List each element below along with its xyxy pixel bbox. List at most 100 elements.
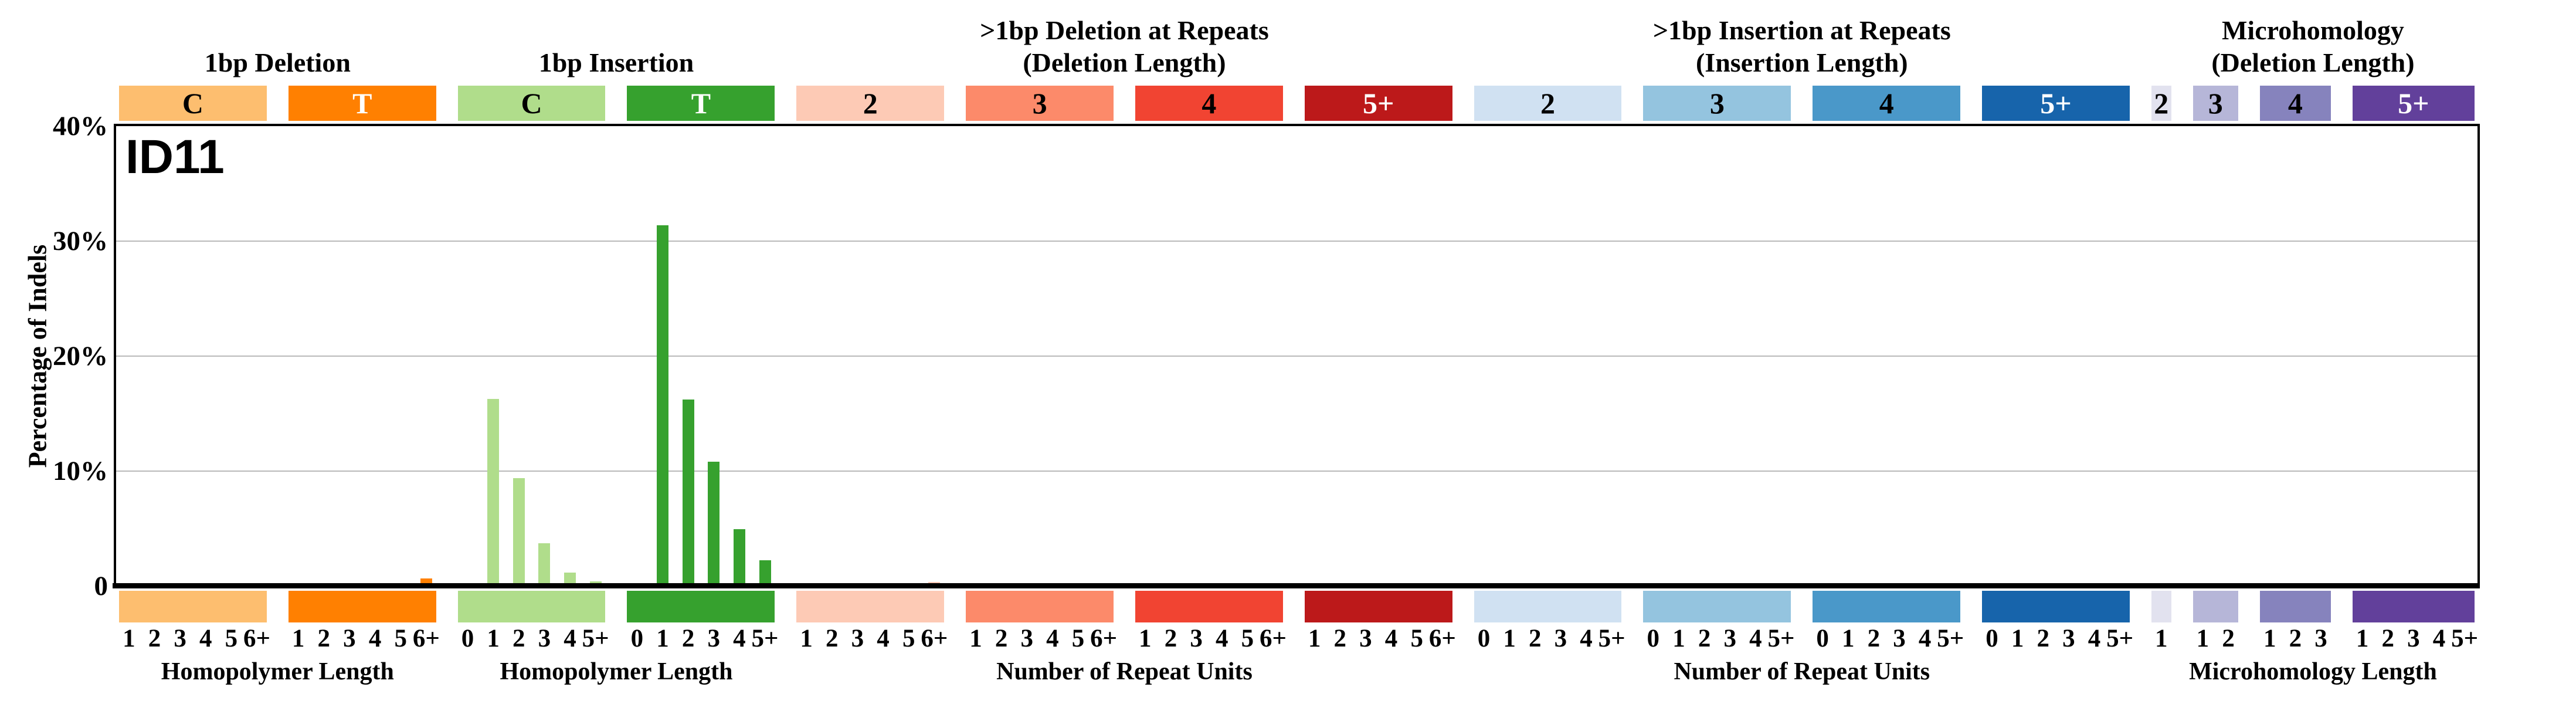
bin-label: 0 xyxy=(1477,625,1491,652)
category-box-label: C xyxy=(182,87,203,120)
bar-1bp-ins-T-3 xyxy=(708,462,720,586)
bin-label: 3 xyxy=(707,625,720,652)
category-box-label: 3 xyxy=(1032,87,1047,120)
bin-label: 2 xyxy=(2381,625,2395,652)
y-tick-label: 20% xyxy=(53,341,108,371)
bin-label: 5+ xyxy=(1937,625,1964,652)
y-tick-label: 0 xyxy=(94,571,108,601)
category-ribbon-1bp-ins-C xyxy=(457,591,606,622)
category-box-microhomology-len4: 4 xyxy=(2259,86,2331,121)
bin-label: 5 xyxy=(225,625,238,652)
bar-1bp-ins-T-5+ xyxy=(759,560,771,586)
bin-label: 2 xyxy=(1164,625,1177,652)
category-box-del-repeats-len2: 2 xyxy=(796,86,945,121)
category-box-label: 4 xyxy=(1879,87,1894,120)
bin-label: 0 xyxy=(461,625,474,652)
bin-label: 6+ xyxy=(1090,625,1118,652)
bin-label: 0 xyxy=(630,625,644,652)
category-box-label: 4 xyxy=(2287,87,2303,120)
category-box-1bp-ins-T: T xyxy=(627,86,775,121)
bin-label: 4 xyxy=(1215,625,1228,652)
category-ribbon-microhomology-len5+ xyxy=(2352,591,2475,622)
bin-label: 4 xyxy=(2432,625,2446,652)
bin-label: 1 xyxy=(2011,625,2024,652)
category-box-microhomology-len2: 2 xyxy=(2151,86,2171,121)
category-ribbon-del-repeats-len3 xyxy=(966,591,1114,622)
category-box-del-repeats-len3: 3 xyxy=(966,86,1114,121)
plot-title: ID11 xyxy=(125,130,225,184)
bin-label: 2 xyxy=(2289,625,2302,652)
category-ribbon-1bp-del-C xyxy=(119,591,267,622)
gridline xyxy=(116,241,2477,242)
bar-1bp-ins-C-1 xyxy=(487,399,500,586)
bin-label: 3 xyxy=(2062,625,2075,652)
bar-1bp-ins-C-4 xyxy=(564,573,576,586)
category-ribbon-microhomology-len2 xyxy=(2151,591,2171,622)
bin-label: 4 xyxy=(199,625,212,652)
category-box-ins-repeats-len2: 2 xyxy=(1474,86,1622,121)
bin-label: 3 xyxy=(1723,625,1736,652)
bin-label: 6+ xyxy=(921,625,948,652)
category-box-label: 2 xyxy=(1540,87,1556,120)
bin-label: 5 xyxy=(1071,625,1085,652)
category-box-label: 3 xyxy=(2208,87,2223,120)
category-box-label: C xyxy=(521,87,542,120)
category-ribbon-microhomology-len4 xyxy=(2259,591,2331,622)
bin-label: 6+ xyxy=(243,625,270,652)
category-box-1bp-del-T: T xyxy=(288,86,436,121)
category-box-microhomology-len3: 3 xyxy=(2193,86,2238,121)
bin-label: 2 xyxy=(681,625,695,652)
bin-label: 3 xyxy=(2314,625,2327,652)
bin-label: 5 xyxy=(902,625,915,652)
category-ribbon-ins-repeats-len2 xyxy=(1474,591,1622,622)
bin-label: 1 xyxy=(2263,625,2276,652)
bar-1bp-ins-T-2 xyxy=(682,400,694,586)
gridline xyxy=(116,356,2477,357)
bin-label: 1 xyxy=(800,625,813,652)
category-ribbon-del-repeats-len2 xyxy=(796,591,945,622)
category-box-1bp-del-C: C xyxy=(119,86,267,121)
bin-label: 3 xyxy=(174,625,186,652)
bin-label: 4 xyxy=(1749,625,1762,652)
category-ribbon-1bp-ins-T xyxy=(627,591,775,622)
bin-label: 0 xyxy=(1647,625,1660,652)
x-axis-baseline xyxy=(113,583,2479,588)
category-box-label: 3 xyxy=(1709,87,1725,120)
bin-label: 4 xyxy=(733,625,746,652)
bin-label: 5+ xyxy=(751,625,779,652)
bin-label: 1 xyxy=(1672,625,1685,652)
bin-label: 1 xyxy=(656,625,669,652)
category-box-label: T xyxy=(691,87,711,120)
category-box-label: 4 xyxy=(1202,87,1217,120)
section-title: 1bp Insertion xyxy=(538,47,694,77)
bin-label: 5 xyxy=(1410,625,1423,652)
bin-label: 4 xyxy=(368,625,382,652)
bar-1bp-ins-C-3 xyxy=(538,543,551,586)
bin-label: 5 xyxy=(394,625,407,652)
category-ribbon-del-repeats-len5+ xyxy=(1304,591,1452,622)
gridline xyxy=(116,471,2477,472)
category-box-microhomology-len5+: 5+ xyxy=(2352,86,2475,121)
section-title: 1bp Deletion xyxy=(204,47,351,77)
bin-label: 1 xyxy=(2196,625,2210,652)
bin-label: 5+ xyxy=(1767,625,1795,652)
bin-label: 2 xyxy=(995,625,1008,652)
y-tick-label: 30% xyxy=(53,226,108,256)
section-title: >1bp Deletion at Repeats (Deletion Lengt… xyxy=(980,15,1269,77)
bin-label: 2 xyxy=(2037,625,2049,652)
bin-label: 1 xyxy=(1503,625,1516,652)
x-axis-group-label: Homopolymer Length xyxy=(500,658,733,685)
bin-label: 1 xyxy=(291,625,305,652)
bin-label: 3 xyxy=(2407,625,2420,652)
x-axis-group-label: Microhomology Length xyxy=(2189,658,2437,685)
bar-1bp-ins-T-1 xyxy=(656,225,668,586)
bin-label: 2 xyxy=(317,625,331,652)
bin-label: 5+ xyxy=(1598,625,1625,652)
bin-label: 1 xyxy=(487,625,500,652)
bin-label: 2 xyxy=(826,625,839,652)
bin-label: 0 xyxy=(1816,625,1829,652)
section-title: >1bp Insertion at Repeats (Insertion Len… xyxy=(1652,15,1951,77)
category-ribbon-1bp-del-T xyxy=(288,591,436,622)
category-ribbon-del-repeats-len4 xyxy=(1135,591,1283,622)
x-axis-group-label: Number of Repeat Units xyxy=(996,658,1253,685)
